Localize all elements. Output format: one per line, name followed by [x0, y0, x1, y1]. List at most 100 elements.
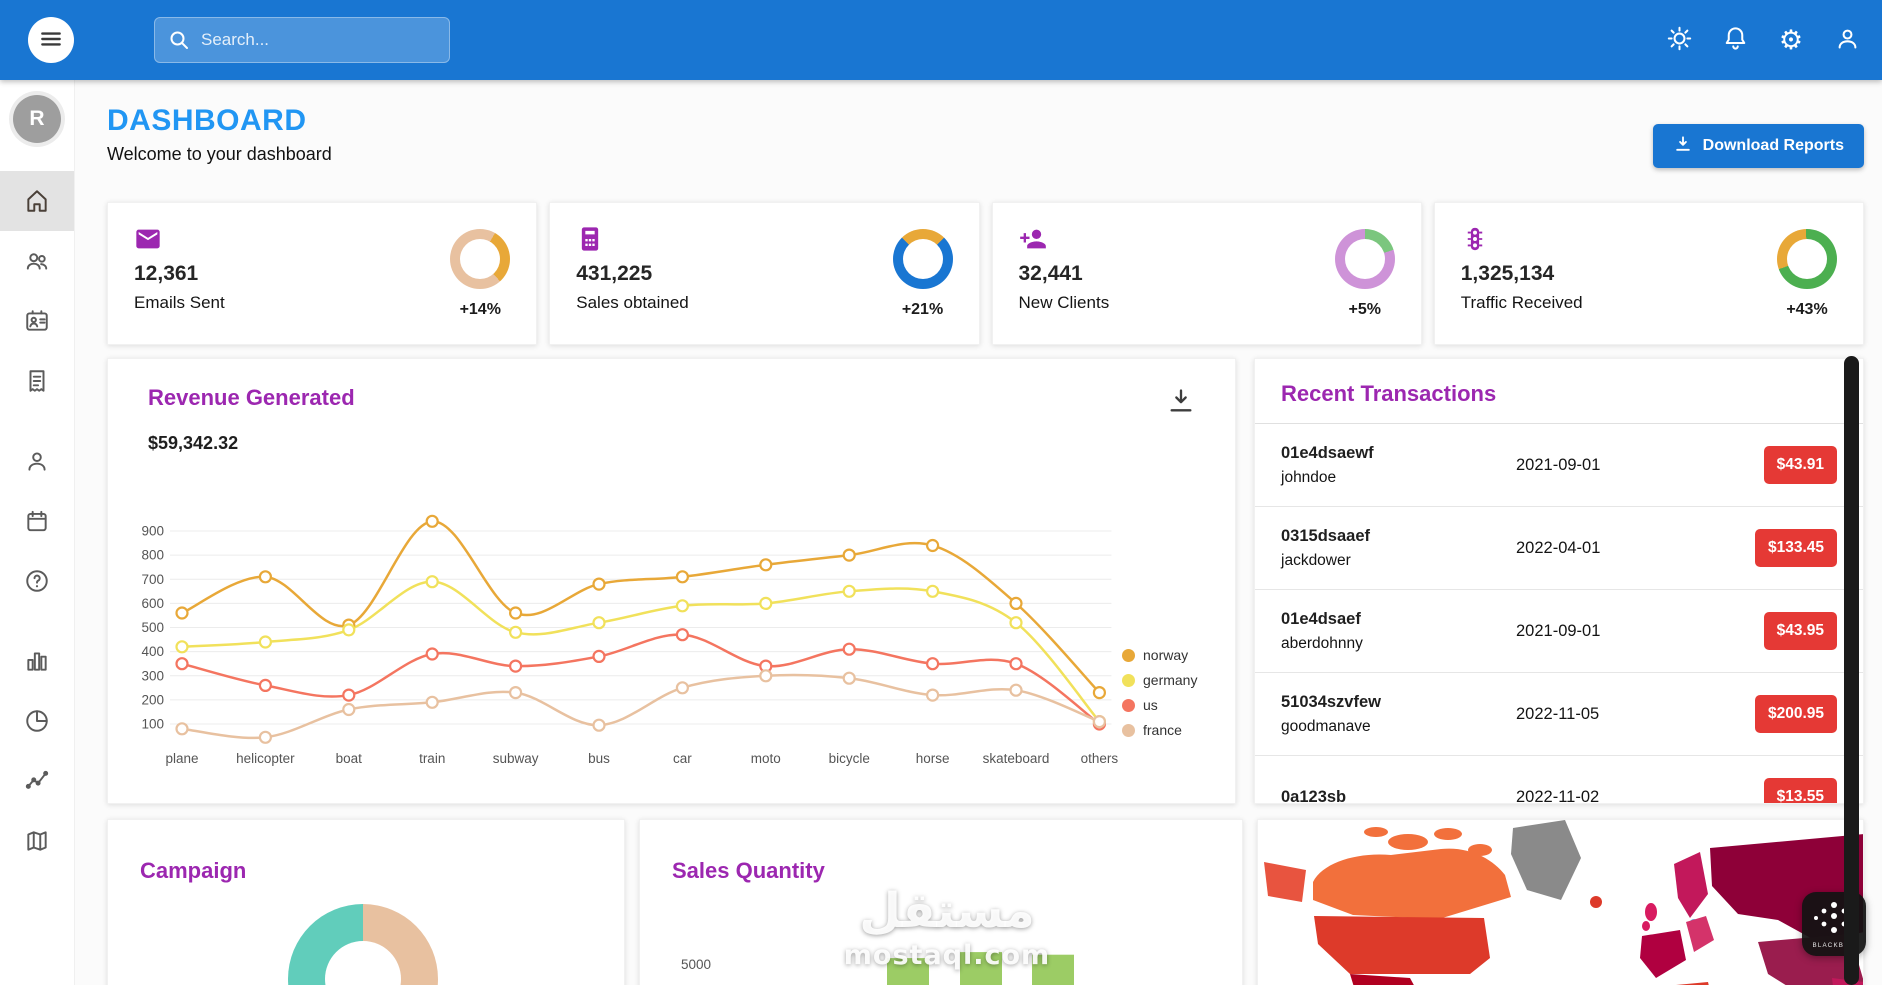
svg-text:400: 400 [141, 644, 164, 659]
legend-item: france [1122, 722, 1197, 738]
stat-delta: +14% [459, 301, 501, 318]
download-reports-button[interactable]: Download Reports [1652, 124, 1864, 168]
sidebar-item-faq[interactable] [0, 551, 74, 611]
sidebar-item-calendar[interactable] [0, 491, 74, 551]
profile-button[interactable] [1830, 23, 1864, 57]
transaction-row: 01e4dsaef aberdohnny 2021-09-01 $43.95 [1255, 590, 1863, 673]
svg-text:car: car [673, 751, 692, 766]
stat-card: 32,441 New Clients +5% [991, 202, 1422, 345]
page-title: DASHBOARD [107, 104, 307, 137]
transaction-user: johndoe [1281, 468, 1337, 486]
revenue-title: Revenue Generated [148, 385, 355, 410]
search-icon [167, 28, 191, 52]
transaction-date: 2022-11-05 [1516, 704, 1600, 723]
people-icon [24, 248, 50, 274]
transaction-amount-badge: $13.55 [1763, 778, 1837, 803]
legend-label: norway [1143, 647, 1189, 663]
legend-label: us [1143, 697, 1158, 713]
search-input[interactable] [201, 30, 449, 50]
notifications-icon [1722, 25, 1749, 55]
progress-ring [1777, 229, 1837, 289]
svg-text:plane: plane [165, 751, 198, 766]
bar-chart-icon [24, 648, 50, 674]
transaction-date: 2021-09-01 [1516, 455, 1601, 474]
sidebar-item-invoices[interactable] [0, 351, 74, 411]
stat-card: 1,325,134 Traffic Received +43% [1433, 202, 1864, 345]
person-outline-icon [24, 448, 50, 474]
search-bar[interactable] [154, 17, 450, 63]
transactions-list: 01e4dsaewf johndoe 2021-09-01 $43.91 031… [1255, 424, 1863, 804]
transaction-date: 2022-04-01 [1516, 538, 1601, 557]
svg-text:100: 100 [141, 717, 164, 732]
legend-label: germany [1143, 672, 1198, 688]
stat-cards-row: 12,361 Emails Sent +14% 431,225 Sales ob… [107, 202, 1864, 345]
campaign-title: Campaign [140, 858, 247, 883]
menu-button[interactable] [28, 17, 74, 63]
sidebar-nav [0, 171, 74, 871]
transaction-date: 2022-11-02 [1516, 787, 1600, 804]
svg-text:moto: moto [751, 751, 781, 766]
svg-text:helicopter: helicopter [236, 751, 295, 766]
stat-value: 12,361 [134, 262, 199, 285]
sidebar: R [0, 80, 75, 985]
transaction-id: 0a123sb [1281, 787, 1347, 804]
svg-text:subway: subway [493, 751, 539, 766]
scrollbar-thumb[interactable] [1844, 356, 1859, 985]
chart-download-button[interactable] [1167, 387, 1195, 418]
sales-bar-chart: 50004500 [681, 952, 1074, 985]
sidebar-item-team[interactable] [0, 231, 74, 291]
stat-label: Traffic Received [1460, 293, 1583, 312]
transaction-user: jackdower [1281, 551, 1351, 569]
sidebar-item-contacts[interactable] [0, 291, 74, 351]
legend-dot [1122, 698, 1135, 712]
stat-label: New Clients [1018, 293, 1110, 312]
sales-quantity-panel: Sales Quantity 50004500 [639, 819, 1243, 985]
transaction-id: 01e4dsaef [1281, 609, 1361, 628]
sidebar-item-line-chart[interactable] [0, 751, 74, 811]
stat-label: Sales obtained [576, 293, 689, 312]
sidebar-item-geography[interactable] [0, 811, 74, 871]
sidebar-item-profile[interactable] [0, 431, 74, 491]
stat-delta: +5% [1348, 301, 1381, 318]
home-icon [24, 188, 50, 214]
svg-text:800: 800 [141, 548, 164, 563]
transaction-amount-badge: $133.45 [1754, 529, 1837, 567]
light-mode-icon [1666, 25, 1693, 55]
svg-text:skateboard: skateboard [983, 751, 1050, 766]
settings-button[interactable]: ⚙ [1774, 23, 1808, 57]
campaign-donut-chart [288, 904, 438, 985]
sidebar-item-bar-chart[interactable] [0, 631, 74, 691]
stat-value: 32,441 [1018, 262, 1083, 285]
transaction-amount-badge: $200.95 [1754, 695, 1837, 733]
topbar: ⚙ [0, 0, 1882, 80]
transaction-date: 2021-09-01 [1516, 621, 1601, 640]
sidebar-item-dashboard[interactable] [0, 171, 74, 231]
svg-text:train: train [419, 751, 445, 766]
svg-text:BLACKBOX: BLACKBOX [1813, 942, 1856, 949]
sidebar-item-pie-chart[interactable] [0, 691, 74, 751]
svg-text:600: 600 [141, 596, 164, 611]
transaction-user: goodmanave [1281, 717, 1371, 735]
stat-label: Emails Sent [134, 293, 225, 312]
chart-legend: norway germany us france [1122, 647, 1197, 738]
svg-text:bus: bus [588, 751, 610, 766]
stat-value: 1,325,134 [1460, 262, 1555, 285]
svg-text:200: 200 [141, 692, 164, 707]
legend-item: norway [1122, 647, 1197, 663]
download-icon [1673, 134, 1693, 159]
transaction-id: 0315dsaaef [1281, 526, 1370, 545]
avatar[interactable]: R [13, 95, 61, 143]
progress-ring [1334, 229, 1395, 289]
transaction-row: 01e4dsaewf johndoe 2021-09-01 $43.91 [1255, 424, 1863, 507]
transaction-amount-badge: $43.95 [1763, 612, 1837, 650]
light-mode-button[interactable] [1662, 23, 1696, 57]
calendar-icon [24, 508, 50, 534]
stat-card: 12,361 Emails Sent +14% [107, 202, 538, 345]
notifications-button[interactable] [1718, 23, 1752, 57]
revenue-line-chart: 100 200 300 400 500 600 700 800 900 plane helicopt… [141, 514, 1118, 766]
traffic-icon [1461, 225, 1489, 253]
blackbox-logo-icon: BLACKBOX [1813, 902, 1856, 949]
svg-text:boat: boat [336, 751, 363, 766]
help-icon [24, 568, 50, 594]
